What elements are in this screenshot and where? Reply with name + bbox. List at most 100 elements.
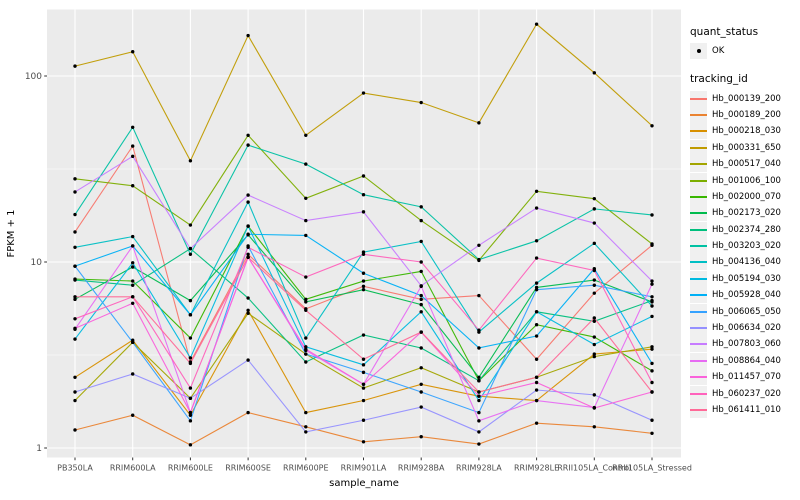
data-point (477, 394, 481, 398)
data-point (361, 193, 366, 197)
legend-item-label: Hb_000218_030 (712, 126, 781, 137)
data-point (419, 366, 423, 370)
data-point (650, 213, 654, 217)
legend-item: Hb_006065_050 (690, 303, 800, 320)
data-point (592, 406, 596, 410)
data-point (361, 252, 366, 257)
data-point (592, 393, 596, 397)
legend-item-label: Hb_061411_010 (712, 405, 781, 415)
data-point (361, 382, 366, 387)
data-point (304, 360, 308, 364)
data-point (534, 421, 539, 425)
data-point (361, 370, 366, 375)
legend-item: Hb_000139_200 (690, 90, 800, 107)
x-tick-label: RRIM928LE (514, 464, 559, 473)
data-point (477, 243, 481, 247)
data-point (650, 242, 654, 246)
legend-item-label: Hb_003203_020 (712, 241, 781, 252)
data-point (361, 418, 366, 422)
legend-color-line-icon (690, 294, 707, 297)
legend-title-quant-status: quant_status (690, 26, 759, 38)
data-point (477, 410, 481, 415)
data-point (246, 311, 250, 315)
data-point (304, 233, 308, 238)
data-point (131, 301, 135, 305)
data-point (131, 340, 135, 345)
y-tick-label: 1 (36, 444, 42, 454)
data-point (477, 328, 481, 332)
data-point (592, 425, 596, 429)
data-point (73, 326, 77, 331)
data-point (304, 297, 308, 302)
legend-item-label: Hb_011457_070 (712, 372, 781, 383)
data-point (73, 212, 77, 217)
data-point (246, 255, 250, 259)
data-point (73, 64, 77, 68)
legend-item: Hb_011457_070 (690, 369, 800, 386)
data-point (304, 336, 308, 340)
data-point (73, 278, 77, 282)
data-point (73, 398, 77, 403)
legend-item-label: Hb_006634_020 (712, 323, 781, 334)
legend-color-line-icon (690, 409, 707, 411)
data-point (73, 245, 77, 249)
legend-key-box (690, 221, 707, 238)
data-point (592, 291, 596, 295)
legend-item: Hb_001006_100 (690, 172, 800, 189)
data-point (419, 269, 423, 274)
data-point (131, 295, 135, 299)
data-point (304, 196, 308, 201)
data-point (188, 313, 193, 317)
data-point (131, 244, 135, 248)
legend-item-label: Hb_006065_050 (712, 306, 781, 317)
data-point (534, 380, 539, 385)
data-point (361, 440, 366, 444)
data-point (131, 372, 135, 376)
data-point (131, 50, 135, 54)
legend-color-line-icon (690, 277, 707, 280)
data-point (131, 125, 135, 129)
legend-tracking-items: Hb_000139_200 Hb_000189_200 Hb_000218_030 H… (690, 90, 800, 418)
data-point (188, 246, 193, 251)
data-point (650, 124, 654, 128)
data-point (188, 298, 193, 303)
legend-color-line-icon (690, 343, 707, 346)
legend-item-label: Hb_000139_200 (712, 93, 781, 104)
data-point (361, 357, 366, 361)
data-point (592, 352, 596, 356)
data-point (131, 184, 135, 188)
data-point (534, 206, 539, 210)
data-point (246, 33, 250, 38)
data-point (650, 295, 654, 299)
data-point (304, 133, 308, 137)
data-point (73, 428, 77, 432)
x-tick-label: RRIM600LA (110, 464, 156, 473)
data-point (534, 375, 539, 379)
x-tick-label: RRIM928LA (456, 464, 502, 473)
data-point (477, 375, 481, 379)
data-point (534, 323, 539, 327)
data-point (534, 22, 539, 26)
legend-color-line-icon (690, 327, 707, 330)
data-point (73, 375, 77, 379)
data-point (534, 256, 539, 260)
data-point (650, 282, 654, 286)
data-point (304, 425, 308, 429)
data-point (73, 177, 77, 181)
data-point (73, 295, 77, 299)
legend-item-label: Hb_000331_650 (712, 142, 781, 153)
legend-item: Hb_000517_040 (690, 156, 800, 173)
data-point (73, 390, 77, 394)
data-point (73, 317, 77, 321)
legend-item-label: Hb_002374_280 (712, 224, 781, 235)
data-point (304, 347, 308, 351)
data-point (304, 430, 308, 434)
data-point (361, 287, 366, 292)
data-point (304, 345, 308, 349)
data-point (131, 234, 135, 239)
data-point (419, 100, 423, 105)
legend-item-label: Hb_007803_060 (712, 339, 781, 350)
legend-key-box (690, 156, 707, 173)
legend-color-line-icon (690, 359, 707, 362)
data-point (246, 143, 250, 147)
